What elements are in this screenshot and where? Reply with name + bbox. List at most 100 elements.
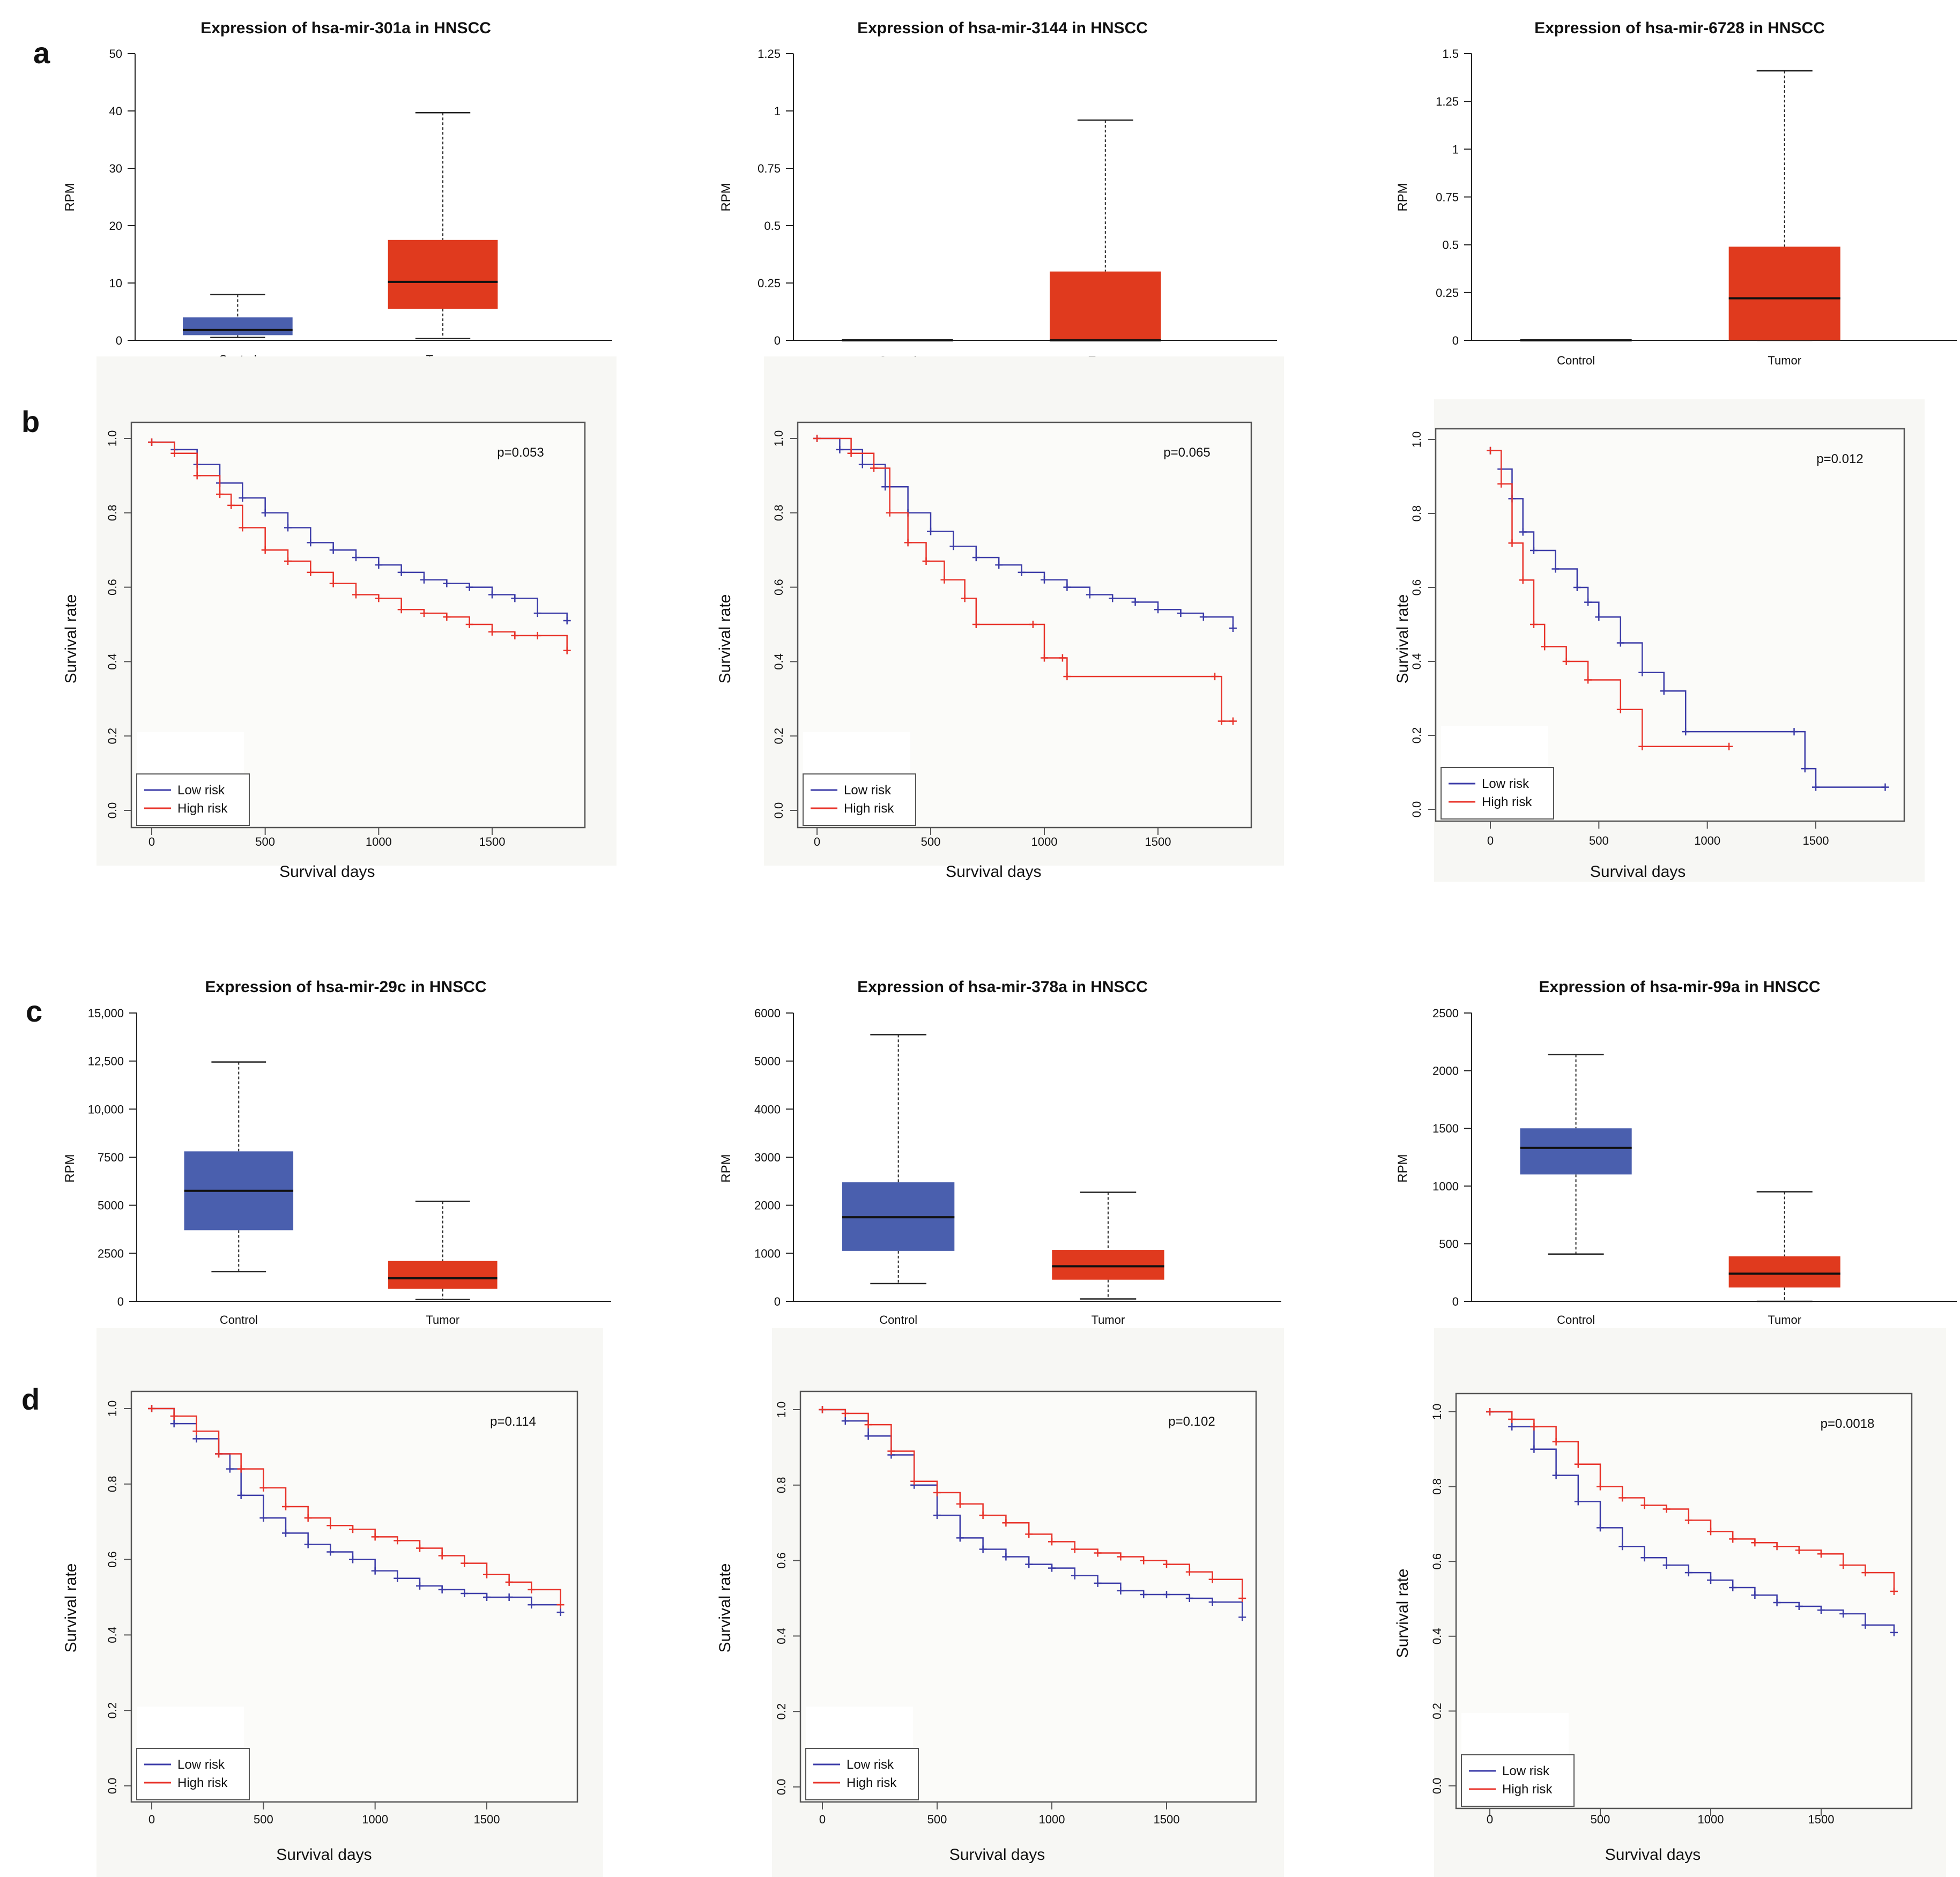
category-label: Tumor: [1768, 1313, 1801, 1327]
panel-label-c: c: [26, 994, 42, 1028]
low-risk-censor-mark: [1229, 624, 1237, 632]
high-risk-censor-mark: [1002, 1519, 1010, 1527]
high-risk-censor-mark: [1048, 1538, 1056, 1546]
high-risk-censor-mark: [528, 1585, 536, 1593]
panel-label-d: d: [21, 1382, 40, 1416]
low-risk-censor-mark: [972, 554, 980, 562]
legend-blank-area: [806, 1707, 913, 1749]
low-risk-censor-mark: [1795, 1602, 1803, 1610]
high-risk-censor-mark: [371, 1533, 379, 1541]
high-risk-censor-mark: [483, 1570, 491, 1578]
box-plot-title: Expression of hsa-mir-301a in HNSCC: [201, 19, 491, 37]
high-risk-censor-mark: [819, 1406, 826, 1413]
x-tick-label: 1500: [474, 1813, 500, 1826]
y-tick-label: 0.5: [1442, 239, 1459, 252]
high-risk-censor-mark: [1725, 742, 1733, 750]
x-tick-label: 1000: [1694, 834, 1720, 847]
high-risk-censor-mark: [148, 1405, 155, 1412]
low-risk-censor-mark: [1048, 1564, 1056, 1572]
category-label: Tumor: [1768, 354, 1801, 367]
high-risk-censor-mark: [1041, 654, 1048, 662]
y-tick-label: 0.8: [106, 505, 119, 522]
low-risk-censor-mark: [239, 494, 247, 502]
high-risk-censor-mark: [1574, 1460, 1582, 1468]
legend-blank-area: [137, 1707, 244, 1749]
y-tick-label: 0.6: [772, 579, 785, 595]
box-plot-4: Expression of hsa-mir-29c in HNSCC 0 2500 5…: [63, 978, 611, 1327]
high-risk-censor-mark: [284, 557, 292, 565]
y-tick-label: 0.4: [775, 1628, 788, 1644]
y-tick-label: 2500: [1432, 1007, 1459, 1020]
low-risk-censor-mark: [1751, 1591, 1759, 1599]
box-control: Control: [842, 1034, 955, 1327]
high-risk-censor-mark: [1729, 1535, 1737, 1543]
p-value-label: p=0.053: [497, 445, 544, 460]
low-risk-censor-mark: [1574, 1498, 1582, 1506]
box-control: Control: [1520, 1054, 1632, 1327]
low-risk-censor-mark: [282, 1529, 289, 1537]
iqr-box: [1728, 1256, 1840, 1288]
high-risk-censor-mark: [1229, 717, 1237, 725]
high-risk-censor-mark: [887, 1447, 895, 1455]
low-risk-censor-mark: [1185, 1595, 1193, 1602]
y-tick-label: 50: [109, 47, 122, 61]
low-risk-censor-mark: [881, 483, 889, 491]
high-risk-censor-mark: [1662, 1505, 1671, 1513]
high-risk-censor-mark: [1640, 1501, 1649, 1509]
category-label: Control: [879, 1313, 917, 1327]
low-risk-censor-mark: [836, 445, 844, 453]
high-risk-censor-mark: [1707, 1528, 1714, 1536]
low-risk-censor-mark: [1199, 613, 1207, 621]
low-risk-censor-mark: [1682, 728, 1690, 736]
high-risk-censor-mark: [841, 1410, 849, 1418]
low-risk-censor-mark: [1131, 598, 1139, 606]
p-value-label: p=0.065: [1163, 445, 1210, 460]
y-axis-label: Survival rate: [62, 1563, 80, 1653]
legend-low-risk-label: Low risk: [844, 783, 892, 798]
y-tick-label: 0.25: [758, 277, 781, 290]
low-risk-censor-mark: [1660, 687, 1668, 695]
y-tick-label: 5000: [98, 1199, 124, 1212]
low-risk-censor-mark: [979, 1545, 987, 1553]
high-risk-censor-mark: [192, 1427, 201, 1435]
legend-high-risk-label: High risk: [177, 1776, 228, 1790]
y-tick-label: 1000: [1432, 1180, 1459, 1193]
legend-box: [136, 773, 250, 826]
x-tick-label: 0: [814, 835, 820, 848]
y-tick-label: 10: [109, 277, 122, 290]
low-risk-censor-mark: [1573, 584, 1581, 591]
y-tick-label: 0.2: [1430, 1703, 1444, 1719]
high-risk-censor-mark: [1211, 673, 1219, 681]
low-risk-censor-mark: [1597, 1524, 1604, 1532]
low-risk-censor-mark: [1817, 1606, 1825, 1614]
high-risk-censor-mark: [349, 1525, 357, 1533]
y-tick-label: 0.4: [1430, 1628, 1444, 1645]
x-tick-label: 0: [149, 1813, 155, 1826]
category-label: Tumor: [1092, 1313, 1125, 1327]
y-tick-label: 1.0: [106, 430, 119, 447]
high-risk-censor-mark: [420, 609, 428, 617]
low-risk-censor-mark: [1154, 606, 1162, 614]
y-tick-label: 10,000: [88, 1103, 124, 1116]
low-risk-censor-mark: [284, 524, 292, 532]
low-risk-censor-mark: [488, 591, 496, 599]
x-tick-label: 1000: [366, 835, 392, 848]
low-risk-censor-mark: [226, 1465, 234, 1473]
y-tick-label: 0.4: [106, 1627, 119, 1643]
y-axis-label: Survival rate: [1394, 1569, 1412, 1658]
high-risk-censor-mark: [1029, 621, 1037, 628]
x-tick-label: 0: [149, 835, 155, 848]
box-control: Control: [183, 294, 293, 366]
high-risk-line: [1490, 450, 1729, 747]
legend-blank-area: [1461, 1713, 1569, 1756]
low-risk-curve: [1486, 1408, 1898, 1636]
y-tick-label: 0.25: [1436, 286, 1459, 300]
y-tick-label: 0: [774, 334, 781, 347]
iqr-box: [388, 1261, 498, 1289]
high-risk-censor-mark: [1562, 658, 1570, 665]
high-risk-curve: [1486, 1408, 1898, 1596]
box-plot-6: Expression of hsa-mir-99a in HNSCC 0 500 10…: [1395, 978, 1957, 1327]
low-risk-censor-mark: [1002, 1553, 1010, 1561]
low-risk-curve: [813, 435, 1237, 632]
